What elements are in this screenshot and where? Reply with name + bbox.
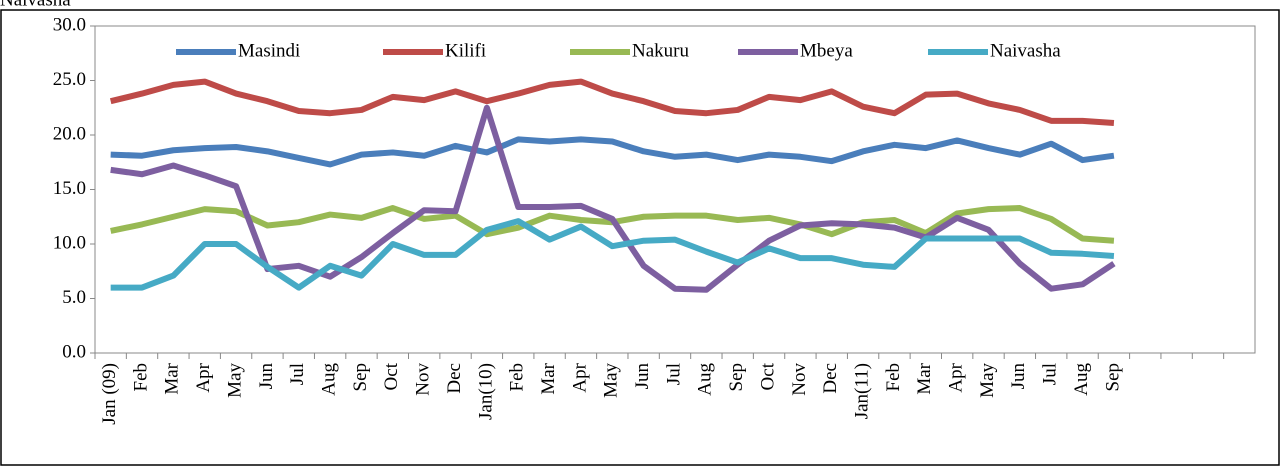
- legend-label: Nakuru: [632, 40, 689, 61]
- x-tick-label: Aug: [695, 363, 716, 396]
- y-tick-label: 10.0: [53, 232, 86, 253]
- x-tick-label: Mar: [538, 362, 559, 394]
- x-tick-label: Sep: [350, 363, 371, 392]
- x-tick-label: Jul: [663, 363, 684, 385]
- x-tick-label: Apr: [569, 362, 590, 392]
- y-tick-label: 25.0: [53, 69, 86, 90]
- legend-label: Mbeya: [800, 40, 853, 61]
- y-tick-label: 15.0: [53, 178, 86, 199]
- x-tick-label: Feb: [883, 363, 904, 392]
- x-tick-label: Oct: [381, 362, 402, 390]
- x-tick-label: Aug: [1071, 363, 1092, 396]
- x-tick-label: May: [601, 363, 622, 398]
- plot-frame: [94, 25, 1256, 354]
- x-tick-label: Mar: [914, 362, 935, 394]
- x-tick-label: Dec: [820, 363, 841, 394]
- x-tick-label: Apr: [193, 362, 214, 392]
- y-tick-label: 20.0: [53, 123, 86, 144]
- x-tick-label: May: [977, 363, 998, 398]
- x-tick-label: Sep: [1102, 363, 1123, 392]
- x-tick-label: Nov: [789, 363, 810, 396]
- y-tick-label: 0.0: [62, 341, 86, 362]
- line-series: [110, 136, 1115, 168]
- x-tick-label: Dec: [444, 363, 465, 394]
- x-tick-label: Feb: [507, 363, 528, 392]
- x-tick-label: Apr: [946, 362, 967, 392]
- x-tick-label: Jan(10): [475, 363, 496, 420]
- legend-label: Kilifi: [445, 40, 486, 61]
- legend-label: Naivasha: [990, 40, 1061, 61]
- chart-title: Naivasha: [0, 0, 71, 10]
- x-tick-label: Jun: [1008, 363, 1029, 390]
- y-tick-label: 30.0: [53, 14, 86, 35]
- line-series: [109, 78, 1115, 127]
- x-tick-label: May: [224, 363, 245, 398]
- x-tick-label: Jun: [632, 363, 653, 390]
- x-tick-label: Jun: [256, 363, 277, 390]
- x-tick-label: Mar: [162, 362, 183, 394]
- x-tick-label: Oct: [757, 362, 778, 390]
- x-tick-label: Aug: [318, 363, 339, 396]
- x-tick-label: Jan(11): [851, 363, 872, 419]
- line-series: [110, 218, 1115, 291]
- x-tick-label: Nov: [413, 363, 434, 396]
- legend-label: Masindi: [238, 40, 300, 61]
- x-tick-label: Feb: [130, 363, 151, 392]
- x-tick-label: Jul: [1040, 363, 1061, 385]
- x-tick-label: Jan (09): [99, 363, 120, 425]
- line-series: [110, 104, 1116, 293]
- x-tick-label: Sep: [726, 363, 747, 392]
- y-tick-label: 5.0: [62, 287, 86, 308]
- chart-border: [0, 9, 1280, 466]
- x-tick-label: Jul: [287, 363, 308, 385]
